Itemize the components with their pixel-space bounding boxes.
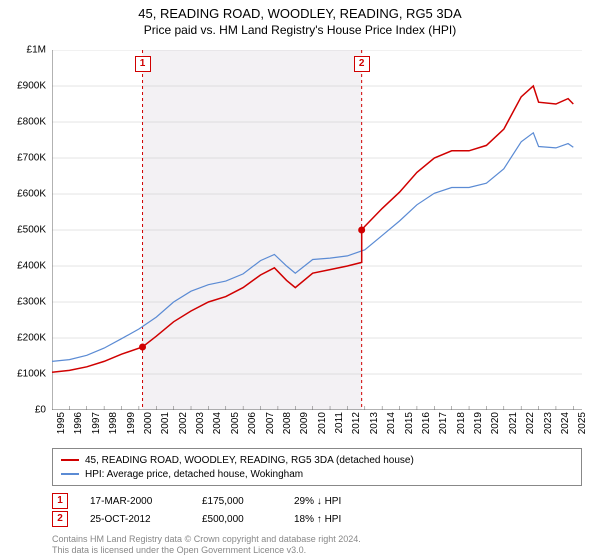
sale-date-2: 25-OCT-2012 <box>90 514 180 525</box>
x-tick-label: 2024 <box>560 412 571 434</box>
x-tick-label: 1999 <box>126 412 137 434</box>
x-tick-label: 2009 <box>299 412 310 434</box>
footer-line-1: Contains HM Land Registry data © Crown c… <box>52 534 361 545</box>
legend-label-2: HPI: Average price, detached house, Woki… <box>85 469 303 480</box>
x-tick-label: 2025 <box>577 412 588 434</box>
x-tick-label: 2000 <box>143 412 154 434</box>
x-tick-label: 1995 <box>56 412 67 434</box>
x-tick-label: 2010 <box>317 412 328 434</box>
x-tick-label: 2022 <box>525 412 536 434</box>
sale-price-1: £175,000 <box>202 496 272 507</box>
x-tick-label: 2015 <box>404 412 415 434</box>
x-tick-label: 2008 <box>282 412 293 434</box>
x-tick-label: 2019 <box>473 412 484 434</box>
x-tick-label: 2007 <box>265 412 276 434</box>
x-tick-label: 2018 <box>456 412 467 434</box>
title-subtitle: Price paid vs. HM Land Registry's House … <box>0 23 600 37</box>
x-tick-label: 2017 <box>438 412 449 434</box>
x-tick-label: 2001 <box>160 412 171 434</box>
sales-table: 1 17-MAR-2000 £175,000 29% ↓ HPI 2 25-OC… <box>52 492 582 528</box>
y-tick-label: £600K <box>17 189 46 200</box>
y-tick-label: £200K <box>17 333 46 344</box>
sale-delta-2: 18% ↑ HPI <box>294 514 341 525</box>
sale-date-1: 17-MAR-2000 <box>90 496 180 507</box>
legend-swatch-2 <box>61 473 79 475</box>
chart-container: 45, READING ROAD, WOODLEY, READING, RG5 … <box>0 0 600 560</box>
sale-marker-1: 1 <box>52 493 68 509</box>
plot-area: £0£100K£200K£300K£400K£500K£600K£700K£80… <box>52 50 582 410</box>
x-tick-label: 1997 <box>91 412 102 434</box>
x-tick-label: 2003 <box>195 412 206 434</box>
x-tick-label: 2016 <box>421 412 432 434</box>
x-tick-label: 2014 <box>386 412 397 434</box>
x-tick-label: 2011 <box>334 412 345 434</box>
chart-sale-marker: 1 <box>135 56 151 72</box>
y-tick-label: £900K <box>17 81 46 92</box>
x-tick-label: 2020 <box>490 412 501 434</box>
sales-row-1: 1 17-MAR-2000 £175,000 29% ↓ HPI <box>52 492 582 510</box>
x-tick-label: 1996 <box>73 412 84 434</box>
y-tick-label: £0 <box>35 405 46 416</box>
x-tick-label: 2012 <box>351 412 362 434</box>
y-tick-label: £800K <box>17 117 46 128</box>
x-tick-label: 2013 <box>369 412 380 434</box>
legend-box: 45, READING ROAD, WOODLEY, READING, RG5 … <box>52 448 582 486</box>
x-tick-label: 2006 <box>247 412 258 434</box>
legend-row-2: HPI: Average price, detached house, Woki… <box>61 467 573 481</box>
chart-sale-marker: 2 <box>354 56 370 72</box>
legend-and-sales: 45, READING ROAD, WOODLEY, READING, RG5 … <box>52 448 582 528</box>
x-tick-label: 1998 <box>108 412 119 434</box>
y-tick-label: £100K <box>17 369 46 380</box>
title-block: 45, READING ROAD, WOODLEY, READING, RG5 … <box>0 0 600 37</box>
legend-row-1: 45, READING ROAD, WOODLEY, READING, RG5 … <box>61 453 573 467</box>
x-tick-label: 2005 <box>230 412 241 434</box>
y-tick-label: £500K <box>17 225 46 236</box>
y-tick-label: £1M <box>27 45 46 56</box>
footer-line-2: This data is licensed under the Open Gov… <box>52 545 361 556</box>
y-tick-label: £400K <box>17 261 46 272</box>
sale-delta-1: 29% ↓ HPI <box>294 496 341 507</box>
footer: Contains HM Land Registry data © Crown c… <box>52 534 361 556</box>
title-address: 45, READING ROAD, WOODLEY, READING, RG5 … <box>0 6 600 21</box>
legend-swatch-1 <box>61 459 79 461</box>
chart-svg <box>52 50 582 410</box>
x-tick-label: 2023 <box>543 412 554 434</box>
sale-marker-2: 2 <box>52 511 68 527</box>
sale-price-2: £500,000 <box>202 514 272 525</box>
y-tick-label: £700K <box>17 153 46 164</box>
x-tick-label: 2004 <box>212 412 223 434</box>
sales-row-2: 2 25-OCT-2012 £500,000 18% ↑ HPI <box>52 510 582 528</box>
y-tick-label: £300K <box>17 297 46 308</box>
legend-label-1: 45, READING ROAD, WOODLEY, READING, RG5 … <box>85 455 414 466</box>
x-tick-label: 2002 <box>178 412 189 434</box>
x-tick-label: 2021 <box>508 412 519 434</box>
